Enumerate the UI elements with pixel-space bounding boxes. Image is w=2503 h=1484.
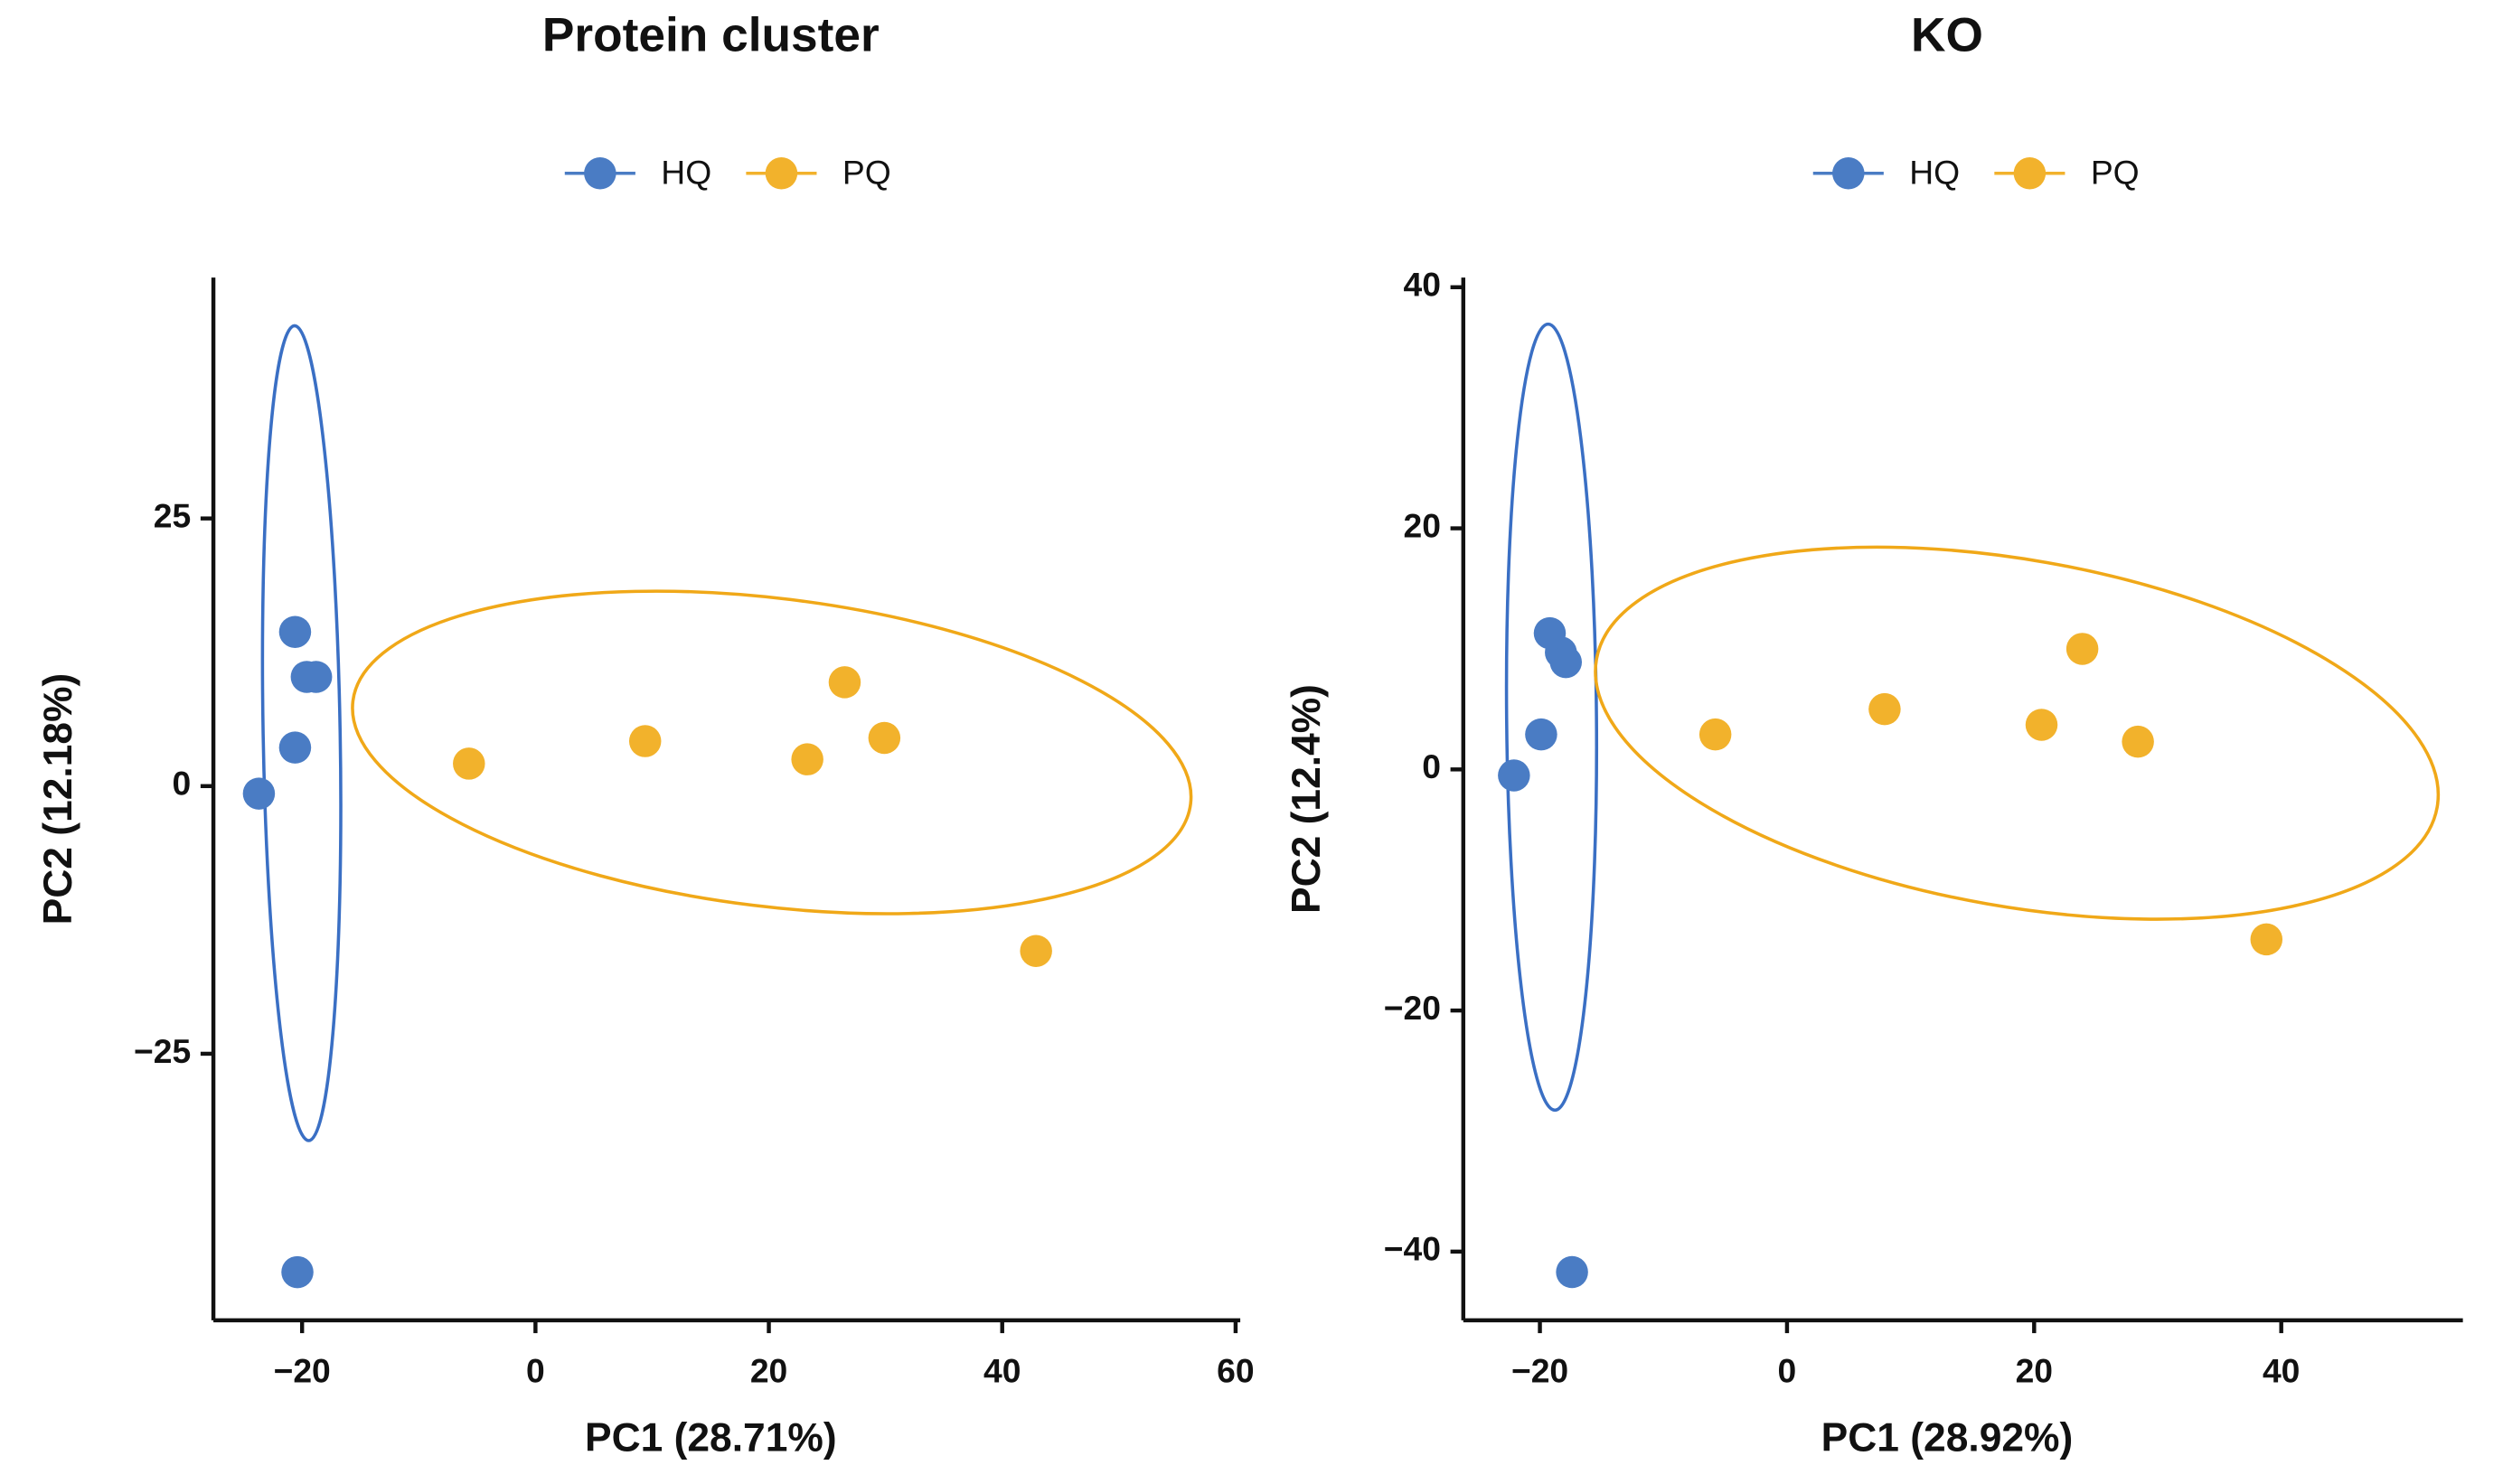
legend-marker [2013,157,2047,190]
x-tick-label: 0 [1778,1351,1797,1389]
point [281,1255,314,1289]
x-tick-label: 60 [1217,1351,1254,1389]
y-tick-label: 40 [1403,266,1440,304]
y-tick-label: −40 [1384,1230,1441,1268]
legend-label: PQ [2091,153,2140,191]
y-axis-label: PC2 (12.18%) [36,673,80,925]
point [1525,718,1557,751]
legend-marker [765,157,798,190]
point [628,725,662,757]
point [242,777,276,810]
y-tick-label: −25 [134,1032,191,1070]
point [1868,692,1901,726]
y-tick-label: 0 [172,765,191,803]
legend-label: HQ [661,153,711,191]
x-tick-label: 40 [2263,1351,2300,1389]
point [1549,645,1583,679]
point [868,721,901,755]
point [791,743,823,775]
y-tick-label: 0 [1422,747,1441,785]
x-tick-label: 0 [526,1351,545,1389]
confidence-ellipse [1504,322,1599,1113]
point [278,731,312,764]
point [2250,923,2283,956]
point [1556,1255,1588,1289]
y-tick-label: 20 [1403,506,1440,544]
x-axis-label: PC1 (28.71%) [585,1416,837,1461]
x-tick-label: 20 [2016,1351,2053,1389]
confidence-ellipse [260,324,343,1142]
point [299,661,333,693]
point [278,615,312,648]
chart-title: KO [1911,9,1983,62]
confidence-ellipse [1594,545,2441,921]
legend-label: PQ [842,153,891,191]
x-tick-label: −20 [1511,1351,1568,1389]
x-tick-label: −20 [274,1351,331,1389]
x-tick-label: 20 [750,1351,787,1389]
point [1498,759,1530,792]
point [453,747,485,780]
point [1020,935,1052,967]
point [2065,633,2099,665]
y-tick-label: −20 [1384,989,1441,1027]
legend-marker [584,157,616,190]
x-tick-label: 40 [983,1351,1021,1389]
point [1698,718,1732,751]
confidence-ellipse [351,589,1193,916]
point [2122,725,2154,758]
legend-marker [1832,157,1865,190]
chart-title: Protein cluster [542,9,880,62]
point [828,666,861,699]
y-tick-label: 25 [154,497,191,535]
legend-label: HQ [1909,153,1960,191]
point [2025,709,2058,741]
y-axis-label: PC2 (12.4%) [1284,684,1329,914]
x-axis-label: PC1 (28.92%) [1821,1416,2074,1461]
